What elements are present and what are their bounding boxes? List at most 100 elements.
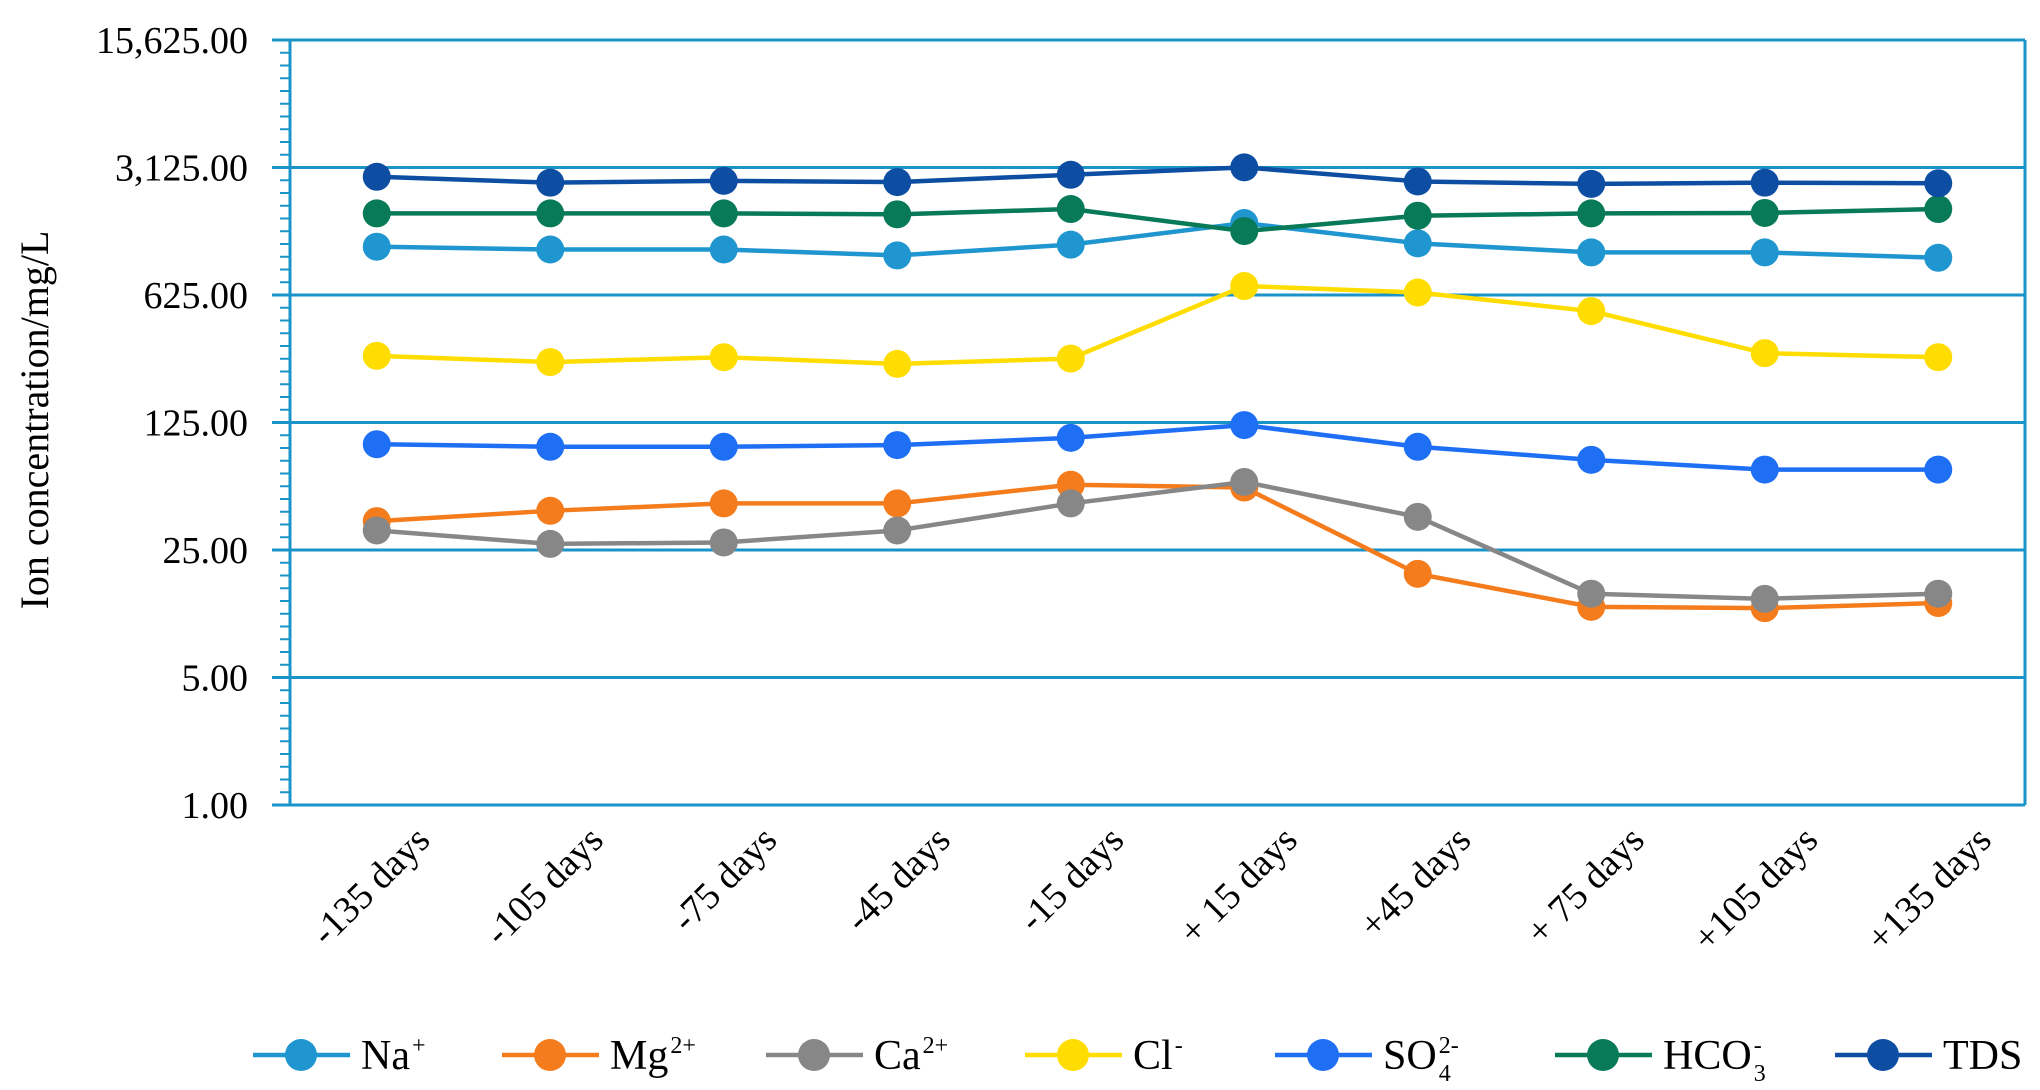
series-line-so: [376, 422, 1939, 472]
data-point-na: [362, 232, 391, 261]
y-axis-label: Ion concentration/mg/L: [12, 231, 57, 610]
data-point-hco: [709, 199, 738, 228]
data-point-na: [1750, 238, 1779, 267]
data-point-tds: [709, 166, 738, 195]
data-point-ca: [1750, 584, 1779, 613]
x-tick-label: -105 days: [477, 819, 612, 954]
data-point-tds: [1924, 169, 1953, 198]
data-point-cl: [1750, 339, 1779, 368]
x-tick-label: +105 days: [1685, 819, 1826, 960]
x-tick-label: +135 days: [1858, 819, 1999, 960]
data-point-so: [1056, 423, 1085, 452]
x-tick-label: -135 days: [303, 819, 438, 954]
data-point-so: [1750, 455, 1779, 484]
x-tick-label: + 75 days: [1518, 819, 1652, 953]
data-point-so: [362, 430, 391, 459]
data-point-na: [883, 241, 912, 270]
data-point-so: [1230, 411, 1259, 440]
x-tick-label: -45 days: [837, 819, 958, 940]
data-point-tds: [1230, 153, 1259, 182]
series-line-ca: [376, 479, 1939, 602]
data-point-na: [536, 235, 565, 264]
data-point-tds: [362, 162, 391, 191]
data-point-so: [1403, 432, 1432, 461]
data-point-ca: [362, 516, 391, 545]
data-point-mg: [536, 496, 565, 525]
x-tick-label: + 15 days: [1171, 819, 1305, 953]
x-tick-label: -15 days: [1011, 819, 1132, 940]
legend-label: Ca: [874, 1033, 921, 1079]
data-point-tds: [536, 168, 565, 197]
data-point-ca: [883, 516, 912, 545]
data-point-na: [1056, 230, 1085, 259]
legend-label: Cl: [1133, 1033, 1173, 1079]
y-tick-label: 1.00: [182, 785, 249, 827]
data-point-na: [709, 235, 738, 264]
legend-superscript: 2-: [1439, 1033, 1459, 1059]
series-line-na: [376, 220, 1939, 261]
legend-superscript: +: [412, 1033, 426, 1059]
data-point-ca: [709, 528, 738, 557]
data-point-tds: [1750, 168, 1779, 197]
legend-superscript: -: [1175, 1033, 1183, 1059]
x-tick-label: +45 days: [1351, 819, 1479, 947]
x-tick-labels: -135 days -105 days -75 days -45 days -15 da…: [303, 819, 1999, 960]
axes: [272, 38, 2027, 807]
legend-label: TDS: [1943, 1033, 2022, 1079]
legend-superscript: 2+: [670, 1033, 696, 1059]
series-line-tds: [376, 165, 1939, 187]
data-point-tds: [1577, 169, 1606, 198]
data-point-hco: [1403, 201, 1432, 230]
legend-superscript: 2+: [923, 1033, 949, 1059]
y-tick-label: 15,625.00: [96, 20, 248, 62]
data-point-cl: [1403, 278, 1432, 307]
y-tick-label: 125.00: [144, 403, 249, 445]
legend: Na + Mg 2+ Ca 2+ Cl - SO 42- HCO 3- TDS: [253, 1033, 2022, 1087]
y-tick-labels: 1.00 5.00 25.00 125.00 625.00 3,125.00 15,625.…: [96, 20, 248, 827]
data-point-so: [1577, 445, 1606, 474]
data-point-na: [1924, 243, 1953, 272]
data-point-na: [1577, 238, 1606, 267]
data-point-ca: [1577, 579, 1606, 608]
data-point-cl: [709, 343, 738, 372]
y-tick-label: 25.00: [163, 530, 249, 572]
data-point-ca: [1230, 467, 1259, 496]
legend-marker: [1307, 1039, 1339, 1071]
data-point-hco: [1924, 195, 1953, 224]
data-point-ca: [536, 529, 565, 558]
legend-label: Mg: [610, 1033, 668, 1079]
data-point-ca: [1403, 502, 1432, 531]
legend-marker: [285, 1039, 317, 1071]
data-point-so: [536, 432, 565, 461]
data-point-ca: [1056, 489, 1085, 518]
legend-marker: [534, 1039, 566, 1071]
data-point-ca: [1924, 579, 1953, 608]
data-point-hco: [883, 200, 912, 229]
data-point-tds: [883, 168, 912, 197]
data-point-so: [709, 432, 738, 461]
series: [362, 153, 1953, 623]
data-point-cl: [362, 341, 391, 370]
legend-label: HCO: [1663, 1033, 1752, 1079]
x-tick-label: -75 days: [664, 819, 785, 940]
legend-superscript: -: [1754, 1033, 1762, 1059]
data-point-tds: [1056, 160, 1085, 189]
data-point-hco: [362, 199, 391, 228]
data-point-cl: [1924, 343, 1953, 372]
data-point-cl: [1230, 272, 1259, 301]
y-tick-label: 625.00: [144, 275, 249, 317]
legend-label: Na: [361, 1033, 410, 1079]
data-point-cl: [1577, 297, 1606, 326]
legend-subscript: 3: [1754, 1061, 1766, 1087]
data-point-hco: [536, 199, 565, 228]
data-point-hco: [1750, 198, 1779, 227]
series-line-hco: [376, 206, 1939, 234]
legend-marker: [1057, 1039, 1089, 1071]
data-point-hco: [1577, 199, 1606, 228]
data-point-mg: [1403, 559, 1432, 588]
data-point-hco: [1230, 217, 1259, 246]
data-point-so: [883, 431, 912, 460]
legend-subscript: 4: [1439, 1061, 1451, 1087]
series-line-mg: [376, 482, 1939, 611]
